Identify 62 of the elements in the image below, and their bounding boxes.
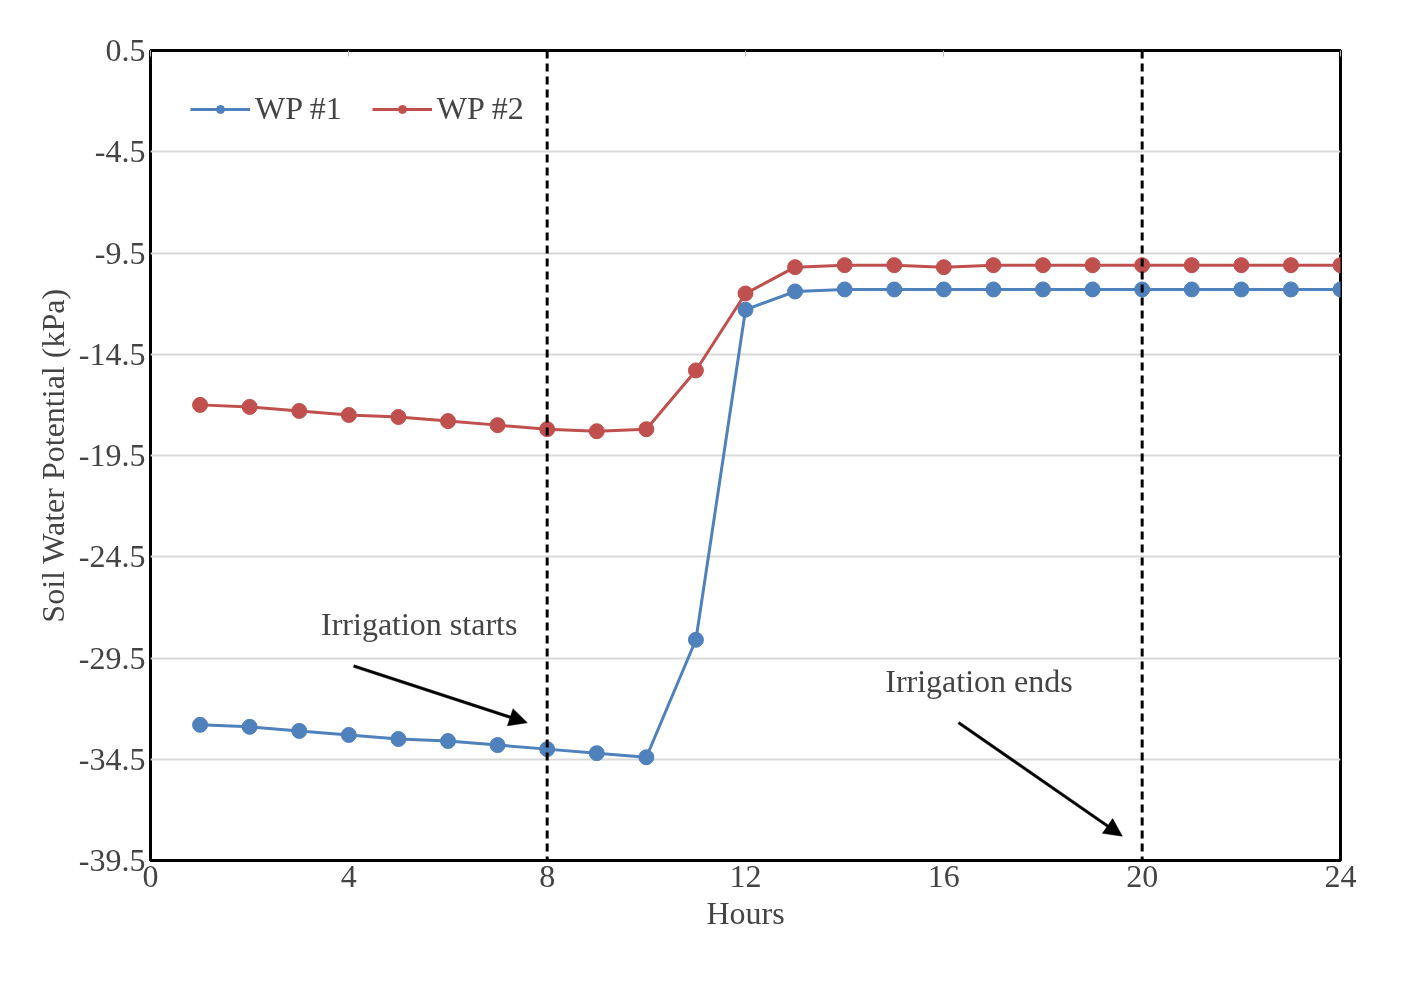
point: [390, 409, 407, 426]
point: [1233, 281, 1250, 298]
x-tick-label: 8: [539, 857, 556, 894]
point: [1035, 281, 1051, 298]
point: [787, 283, 804, 300]
y-tick-label: -4.5: [94, 133, 146, 170]
point: [687, 631, 704, 648]
point: [687, 362, 704, 379]
point: [1035, 257, 1051, 274]
point: [935, 259, 952, 276]
x-tick-label: 16: [927, 857, 960, 894]
point: [588, 745, 605, 762]
point: [1183, 257, 1200, 274]
point: [192, 716, 209, 733]
y-tick-label: -24.5: [78, 538, 146, 575]
x-tick-label: 4: [340, 857, 357, 894]
point: [192, 396, 209, 413]
point: [638, 421, 655, 438]
point: [886, 281, 903, 298]
point: [886, 257, 903, 274]
point: [935, 281, 952, 298]
point: [489, 737, 506, 754]
point: [836, 257, 853, 274]
point: [340, 407, 357, 423]
point: [588, 423, 605, 440]
point: [1183, 281, 1200, 298]
point: [440, 733, 456, 750]
x-tick-label: 24: [1324, 857, 1357, 894]
point: [440, 413, 456, 430]
point: [241, 398, 258, 415]
x-tick-label: 20: [1126, 857, 1159, 894]
x-tick-label: 12: [729, 857, 762, 894]
y-tick-label: 0.5: [105, 32, 146, 68]
point: [489, 417, 506, 434]
point: [1282, 257, 1299, 274]
point: [291, 402, 308, 419]
point: [1282, 281, 1299, 298]
point: [737, 285, 754, 302]
point: [1084, 257, 1101, 274]
y-tick-label: -14.5: [78, 335, 146, 372]
point: [787, 259, 804, 276]
y-axis-title: Soil Water Potential (kPa): [34, 288, 71, 623]
point: [737, 301, 754, 318]
x-axis-title: Hours: [706, 894, 785, 931]
ref-line-label: Irrigation ends: [885, 662, 1073, 699]
y-tick-label: -34.5: [78, 740, 146, 777]
point: [340, 726, 357, 743]
point: [985, 281, 1002, 298]
legend-label: WP #1: [255, 90, 342, 127]
y-tick-label: -19.5: [78, 437, 146, 473]
y-tick-label: -9.5: [94, 234, 146, 271]
ref-line-label: Irrigation starts: [321, 605, 518, 642]
point: [241, 718, 258, 735]
point: [1084, 281, 1101, 298]
y-tick-label: -29.5: [78, 639, 146, 676]
legend-label: WP #2: [436, 90, 524, 127]
point: [985, 257, 1002, 274]
point: [836, 281, 853, 298]
point: [390, 731, 407, 747]
point: [638, 749, 655, 766]
point: [1233, 257, 1250, 274]
point: [291, 722, 308, 739]
